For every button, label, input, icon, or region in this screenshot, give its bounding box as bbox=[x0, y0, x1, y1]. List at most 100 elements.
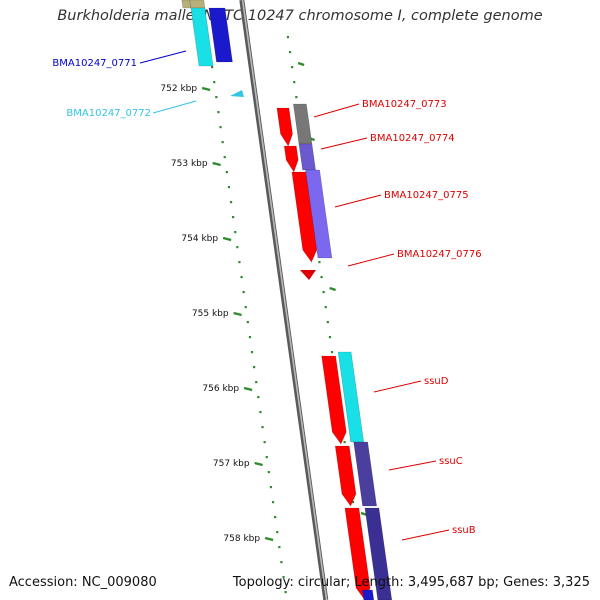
inner-scale-dot bbox=[248, 336, 252, 339]
leader-line bbox=[152, 100, 197, 114]
inner-scale-dot bbox=[282, 576, 285, 579]
inner-scale-dot bbox=[255, 381, 258, 384]
gene-label[interactable]: BMA10247_0773 bbox=[362, 99, 447, 110]
outer-scale-dot bbox=[286, 36, 290, 39]
inner-scale-dot bbox=[278, 546, 281, 549]
outer-scale-dot bbox=[291, 66, 294, 69]
inner-scale-dot bbox=[267, 471, 270, 474]
kbp-label: 756 kbp bbox=[202, 384, 239, 394]
inner-scale-dot bbox=[227, 186, 231, 189]
accession-label: Accession: NC_009080 bbox=[9, 575, 157, 590]
inner-scale-dot bbox=[221, 141, 224, 144]
inner-scale-dot bbox=[225, 171, 228, 174]
kbp-label: 757 kbp bbox=[213, 459, 250, 469]
outer-scale-dot bbox=[318, 261, 321, 264]
gene-arrow-0774[interactable] bbox=[283, 145, 299, 173]
inner-scale-dot bbox=[223, 156, 226, 159]
inner-scale-dot bbox=[280, 561, 283, 564]
outer-scale-dot bbox=[288, 51, 292, 54]
inner-scale-dot bbox=[215, 96, 218, 99]
outer-scale-dot bbox=[328, 336, 332, 339]
inner-scale-dot bbox=[213, 81, 216, 84]
kbp-label: 752 kbp bbox=[160, 84, 197, 94]
inner-scale-dot bbox=[271, 501, 275, 504]
inner-scale-dot bbox=[274, 516, 277, 519]
gene-label[interactable]: BMA10247_0776 bbox=[397, 249, 482, 260]
gene-arrow-0773[interactable] bbox=[276, 107, 293, 147]
genome-summary: Topology: circular; Length: 3,495,687 bp… bbox=[232, 575, 590, 590]
gene-label[interactable]: BMA10247_0772 bbox=[66, 108, 151, 119]
gene-label[interactable]: BMA10247_0771 bbox=[52, 58, 137, 69]
cog-band-olive bbox=[181, 0, 192, 9]
outer-scale-dot bbox=[351, 501, 355, 504]
outer-scale-dot bbox=[295, 96, 298, 99]
cog-band-blue bbox=[362, 589, 375, 600]
inner-scale-dot bbox=[232, 216, 235, 219]
inner-scale-dot bbox=[211, 66, 214, 69]
cog-band-purple bbox=[298, 143, 316, 171]
gene-arrow-ssuC[interactable] bbox=[334, 445, 357, 507]
outer-tick bbox=[329, 286, 336, 292]
inner-scale-dot bbox=[242, 291, 245, 294]
kbp-tick bbox=[222, 236, 232, 242]
cog-band-purple bbox=[364, 507, 393, 600]
inner-scale-dot bbox=[265, 456, 268, 459]
cog-band-cyan bbox=[190, 7, 214, 67]
kbp-tick bbox=[201, 86, 211, 92]
outer-tick bbox=[297, 61, 305, 67]
gene-label[interactable]: ssuD bbox=[424, 376, 449, 387]
gene-label[interactable]: ssuC bbox=[439, 456, 463, 467]
leader-line bbox=[401, 529, 450, 541]
inner-scale-dot bbox=[236, 246, 239, 249]
gene-label[interactable]: BMA10247_0775 bbox=[384, 190, 469, 201]
inner-scale-dot bbox=[240, 276, 243, 279]
leader-line bbox=[388, 460, 437, 471]
kbp-tick bbox=[243, 386, 253, 392]
gene-arrow-0775[interactable] bbox=[291, 171, 318, 263]
cog-band-purple bbox=[305, 169, 333, 259]
outer-scale-dot bbox=[320, 276, 323, 279]
gene-arrow-0776[interactable] bbox=[300, 270, 316, 280]
leader-line bbox=[334, 194, 382, 208]
genome-title: Burkholderia mallei NCTC 10247 chromosom… bbox=[57, 8, 543, 24]
inner-scale-dot bbox=[217, 111, 220, 114]
kbp-label: 755 kbp bbox=[192, 309, 229, 319]
kbp-tick bbox=[212, 161, 221, 167]
inner-scale-dot bbox=[234, 231, 237, 234]
kbp-tick bbox=[264, 536, 274, 542]
inner-scale-dot bbox=[253, 366, 256, 369]
leader-line bbox=[373, 380, 422, 393]
gene-arrow-ssuD[interactable] bbox=[321, 355, 347, 445]
outer-scale-dot bbox=[330, 351, 334, 354]
gene-arrow-0772[interactable] bbox=[230, 90, 244, 97]
outer-scale-dot bbox=[324, 306, 327, 309]
leader-line bbox=[347, 253, 395, 267]
gene-label[interactable]: BMA10247_0774 bbox=[370, 133, 455, 144]
gene-label[interactable]: ssuB bbox=[452, 525, 476, 536]
kbp-label: 758 kbp bbox=[223, 534, 260, 544]
kbp-label: 753 kbp bbox=[171, 159, 208, 169]
inner-scale-dot bbox=[238, 261, 241, 264]
inner-scale-dot bbox=[229, 201, 233, 204]
inner-scale-dot bbox=[259, 411, 262, 414]
inner-scale-dot bbox=[269, 486, 273, 489]
inner-scale-dot bbox=[276, 531, 279, 534]
backbone-highlight bbox=[241, 0, 328, 600]
outer-scale-dot bbox=[343, 441, 346, 444]
kbp-tick bbox=[233, 311, 242, 317]
outer-scale-dot bbox=[322, 291, 325, 294]
leader-line bbox=[320, 137, 368, 150]
inner-scale-dot bbox=[250, 351, 254, 354]
outer-scale-dot bbox=[293, 81, 296, 84]
leader-line bbox=[139, 50, 187, 64]
inner-scale-dot bbox=[219, 126, 222, 129]
inner-scale-dot bbox=[261, 426, 264, 429]
inner-scale-dot bbox=[284, 591, 287, 594]
cog-band-gray bbox=[293, 103, 313, 145]
inner-scale-dot bbox=[257, 396, 260, 399]
cog-band-blue bbox=[208, 7, 233, 63]
kbp-tick bbox=[254, 461, 263, 467]
inner-scale-dot bbox=[246, 321, 249, 324]
